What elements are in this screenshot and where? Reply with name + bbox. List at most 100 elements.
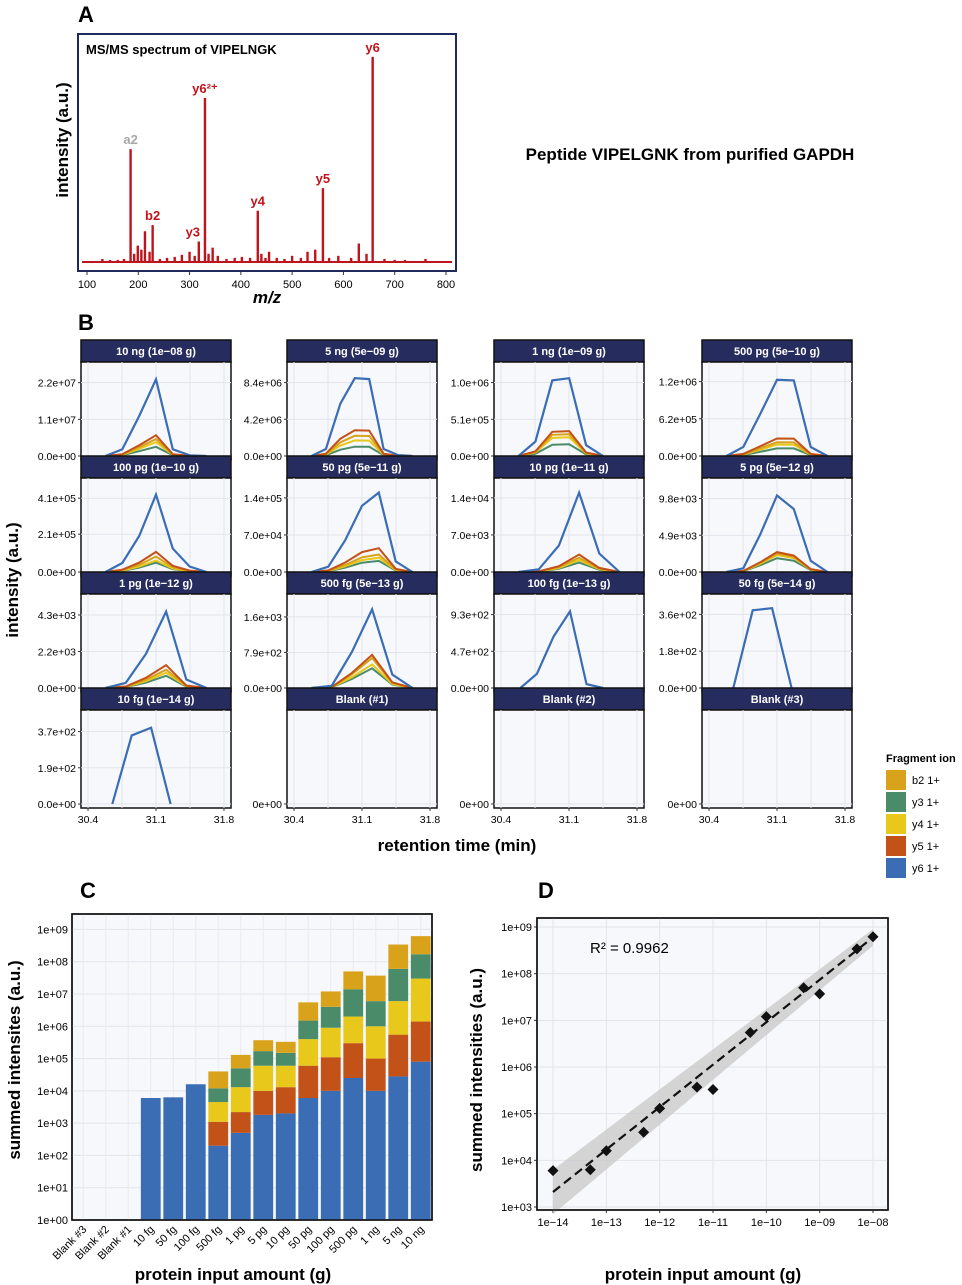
bar-segment-y5 bbox=[230, 1112, 251, 1133]
panel-a-spectrum: MS/MS spectrum of VIPELNGK intensity (a.… bbox=[53, 33, 457, 307]
facet-line-y6 bbox=[519, 608, 604, 690]
facet-y-tick-label: 4.7e+02 bbox=[451, 646, 489, 658]
facet-panel: 100 fg (1e−13 g) 0.0e+00 4.7e+02 9.3e+02 bbox=[451, 571, 645, 695]
bar-segment-y6 bbox=[320, 1090, 341, 1220]
facet-panel: 10 ng (1e−08 g) 0.0e+00 1.1e+07 2.2e+07 bbox=[38, 339, 232, 463]
facet-y-tick-label: 9.3e+02 bbox=[451, 610, 489, 622]
facet-y-tick-label: 7.0e+03 bbox=[451, 530, 489, 542]
fit-confidence-band bbox=[553, 929, 873, 1215]
bar-segment-y5 bbox=[275, 1087, 296, 1114]
facet-y-label: intensity (a.u.) bbox=[3, 522, 22, 637]
legend-label: b2 1+ bbox=[912, 775, 940, 787]
spectrum-x-tick-label: 600 bbox=[334, 279, 352, 291]
bar-segment-y5 bbox=[208, 1121, 229, 1146]
facet-title: 50 pg (5e−11 g) bbox=[322, 462, 402, 474]
bar-segment-b2 bbox=[298, 1002, 319, 1021]
facet-line-y6 bbox=[311, 490, 414, 574]
fit-line bbox=[552, 936, 874, 1193]
bar-segment-y6 bbox=[298, 1098, 319, 1220]
spectrum-x-tick-label: 400 bbox=[232, 279, 250, 291]
facet-y-tick-label: 0e+00 bbox=[460, 799, 490, 811]
facet-y-tick-label: 0.0e+00 bbox=[38, 451, 76, 463]
scatter-x-tick-label: 1e−11 bbox=[698, 1217, 728, 1229]
scatter-point bbox=[851, 943, 863, 955]
facet-panel: 1 pg (1e−12 g) 0.0e+00 2.2e+03 4.3e+03 bbox=[38, 571, 232, 695]
bar-segment-y3 bbox=[320, 1006, 341, 1028]
bar-segment-y3 bbox=[410, 954, 431, 979]
bar-y-tick-label: 1e+06 bbox=[37, 1021, 68, 1033]
legend-swatch bbox=[886, 814, 906, 834]
facet-panel: 10 fg (1e−14 g) 0.0e+00 1.9e+02 3.7e+02 30.4… bbox=[38, 687, 234, 826]
facet-panel: 500 fg (5e−13 g) 0.0e+00 7.9e+02 1.6e+03 bbox=[244, 571, 438, 695]
facet-line-y6 bbox=[311, 377, 413, 458]
facet-y-tick-label: 4.1e+05 bbox=[38, 493, 76, 505]
facet-title: Blank (#3) bbox=[751, 694, 804, 706]
scatter-y-tick-label: 1e+05 bbox=[501, 1109, 532, 1121]
facet-y-tick-label: 8.4e+06 bbox=[244, 378, 282, 390]
bar-y-tick-label: 1e+02 bbox=[37, 1150, 68, 1162]
scatter-x-tick-label: 1e−08 bbox=[858, 1217, 889, 1229]
bar-segment-y6 bbox=[253, 1114, 274, 1220]
bar-segment-y4 bbox=[410, 978, 431, 1022]
bar-segment-y4 bbox=[365, 1026, 386, 1059]
scatter-point bbox=[798, 982, 810, 994]
facet-y-tick-label: 0.0e+00 bbox=[659, 683, 697, 695]
bar-segment-y3 bbox=[275, 1052, 296, 1066]
bar-segment-y4 bbox=[343, 1016, 364, 1044]
scatter-point bbox=[867, 931, 879, 943]
facet-y-tick-label: 0.0e+00 bbox=[659, 567, 697, 579]
facet-y-tick-label: 4.3e+03 bbox=[38, 610, 76, 622]
scatter-point bbox=[638, 1126, 650, 1138]
panel-label-d: D bbox=[538, 878, 554, 903]
facet-y-tick-label: 0.0e+00 bbox=[451, 683, 489, 695]
legend-swatch bbox=[886, 792, 906, 812]
facet-y-tick-label: 0.0e+00 bbox=[38, 799, 76, 811]
facet-x-label: retention time (min) bbox=[378, 836, 537, 855]
facet-title: 10 ng (1e−08 g) bbox=[116, 346, 196, 358]
scatter-x-tick-label: 1e−13 bbox=[591, 1217, 622, 1229]
facet-y-tick-label: 0.0e+00 bbox=[451, 451, 489, 463]
bar-segment-y6 bbox=[163, 1097, 184, 1220]
facet-line-y5 bbox=[311, 547, 413, 573]
bar-y-tick-label: 1e+05 bbox=[37, 1054, 68, 1066]
facet-y-tick-label: 2.2e+07 bbox=[38, 378, 76, 390]
bar-segment-y5 bbox=[253, 1090, 274, 1115]
scatter-frame bbox=[536, 917, 889, 1211]
panel-label-c: C bbox=[80, 878, 96, 903]
facet-y-tick-label: 7.9e+02 bbox=[244, 647, 282, 659]
bar-segment-y5 bbox=[388, 1034, 409, 1077]
facet-y-tick-label: 3.7e+02 bbox=[38, 727, 76, 739]
legend-label: y3 1+ bbox=[912, 797, 939, 809]
facet-y-tick-label: 1.8e+02 bbox=[659, 646, 697, 658]
facet-panel: 10 pg (1e−11 g) 0.0e+00 7.0e+03 1.4e+04 bbox=[451, 455, 645, 579]
facet-x-tick-label: 31.8 bbox=[627, 814, 648, 826]
facet-y-tick-label: 0.0e+00 bbox=[244, 567, 282, 579]
facet-x-tick-label: 30.4 bbox=[491, 814, 512, 826]
bar-segment-b2 bbox=[208, 1071, 229, 1089]
facet-x-tick-label: 31.8 bbox=[835, 814, 856, 826]
peak-label-y4: y4 bbox=[251, 194, 266, 209]
facet-line-y6 bbox=[111, 726, 172, 805]
bar-segment-y3 bbox=[253, 1051, 274, 1066]
scatter-point bbox=[707, 1083, 719, 1095]
facet-x-tick-label: 30.4 bbox=[78, 814, 99, 826]
facet-y-tick-label: 0.0e+00 bbox=[244, 683, 282, 695]
facet-line-y5 bbox=[105, 550, 207, 573]
peptide-title: Peptide VIPELGNK from purified GAPDH bbox=[526, 145, 855, 164]
facet-line-y5 bbox=[518, 430, 604, 457]
bar-x-tick-label: 500 fg bbox=[194, 1224, 224, 1254]
bar-y-tick-label: 1e+03 bbox=[37, 1118, 68, 1130]
panel-d-scatter: 1e−14 1e−13 1e−12 1e−11 1e−10 1e−09 1e−08 1e+03… bbox=[501, 917, 889, 1229]
spectrum-x-tick-label: 500 bbox=[283, 279, 301, 291]
peak-label-y3: y3 bbox=[186, 224, 200, 239]
bar-y-tick-label: 1e+04 bbox=[37, 1086, 68, 1098]
bar-segment-y6 bbox=[275, 1113, 296, 1220]
facet-title: 500 pg (5e−10 g) bbox=[734, 346, 820, 358]
scatter-point bbox=[744, 1026, 756, 1038]
facet-y-tick-label: 0.0e+00 bbox=[38, 683, 76, 695]
peak-label-y6: y6²⁺ bbox=[192, 81, 218, 96]
facet-y-tick-label: 0.0e+00 bbox=[244, 451, 282, 463]
facet-y-tick-label: 5.1e+05 bbox=[451, 414, 489, 426]
